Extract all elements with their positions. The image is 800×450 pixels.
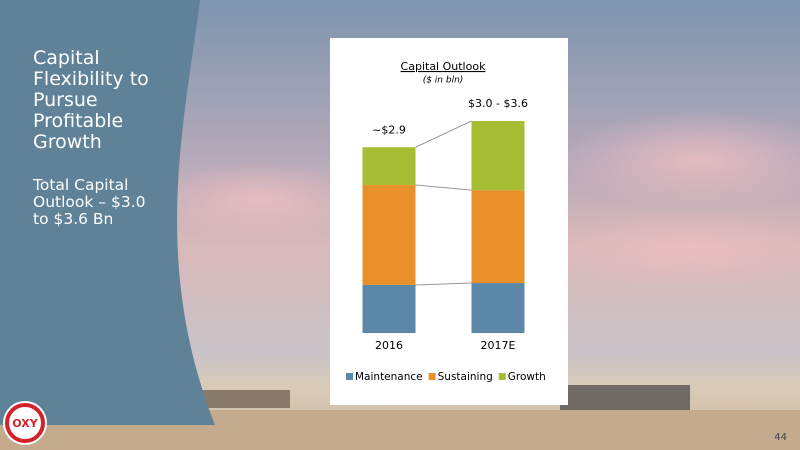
total-label: $3.0 - $3.6 bbox=[468, 97, 528, 110]
rig-equipment bbox=[560, 385, 690, 410]
bar-segment bbox=[362, 284, 416, 333]
cloud bbox=[540, 210, 800, 290]
cloud bbox=[560, 110, 800, 210]
connector-line bbox=[415, 120, 472, 148]
bar-segment bbox=[471, 190, 525, 284]
chart: Capital Outlook ($ in bln) 2016 ~$2.9 2017… bbox=[330, 38, 568, 405]
subheadline: Total Capital Outlook – $3.0 to $3.6 Bn bbox=[33, 176, 146, 229]
bar-segment bbox=[471, 121, 525, 191]
chart-title: Capital Outlook bbox=[401, 60, 487, 73]
x-tick-label: 2016 bbox=[375, 339, 403, 352]
legend-swatch bbox=[428, 373, 436, 380]
legend-label: Maintenance bbox=[355, 371, 423, 383]
connector-line bbox=[415, 184, 472, 191]
connector-line bbox=[415, 282, 472, 286]
x-tick-label: 2017E bbox=[481, 339, 516, 352]
headline: Capital Flexibility to Pursue Profitable… bbox=[33, 47, 149, 153]
cloud bbox=[150, 160, 370, 240]
legend-swatch bbox=[498, 373, 506, 380]
legend-label: Growth bbox=[508, 371, 546, 383]
total-label: ~$2.9 bbox=[372, 123, 406, 136]
logo: OXY bbox=[12, 417, 38, 430]
logo-ring bbox=[5, 403, 45, 443]
bar-segment bbox=[362, 147, 416, 186]
left-panel bbox=[0, 0, 215, 425]
chart-subtitle: ($ in bln) bbox=[423, 76, 464, 86]
logo-circle bbox=[3, 401, 47, 445]
bar-segment bbox=[471, 283, 525, 333]
legend-label: Sustaining bbox=[438, 371, 493, 383]
page-number: 44 bbox=[774, 432, 787, 443]
legend-swatch bbox=[346, 373, 353, 380]
bar-segment bbox=[362, 185, 416, 285]
